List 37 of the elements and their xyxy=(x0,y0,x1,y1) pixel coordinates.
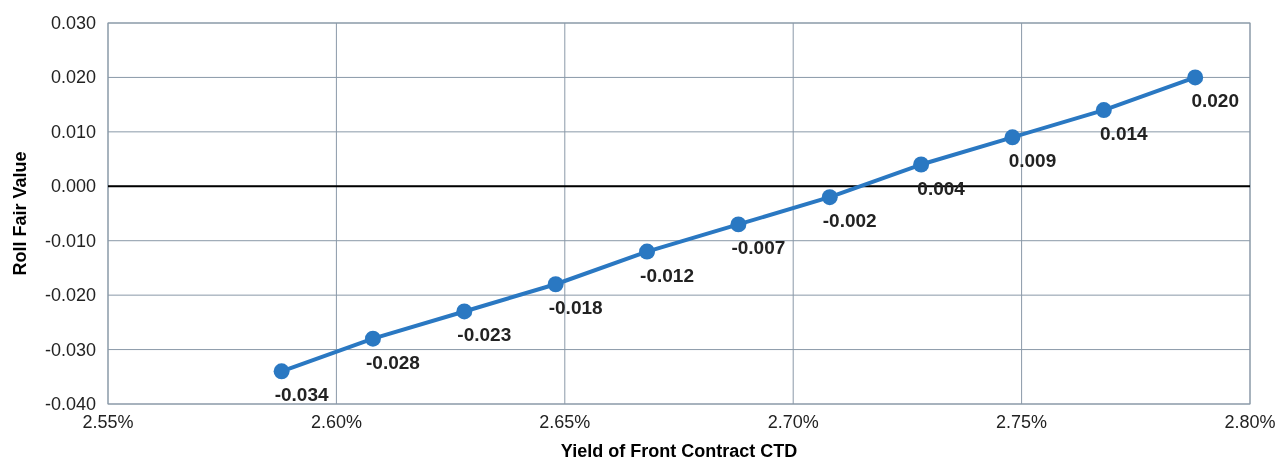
point xyxy=(730,216,747,233)
data-label: -0.023 xyxy=(457,324,512,346)
x-tick-label: 2.65% xyxy=(539,412,591,432)
data-label: -0.028 xyxy=(366,351,420,373)
data-label: -0.012 xyxy=(640,264,694,286)
y-tick-label: 0.010 xyxy=(50,121,96,142)
point xyxy=(1095,102,1112,119)
point xyxy=(821,189,838,206)
x-tick-label: 2.70% xyxy=(767,412,819,432)
x-tick-label: 2.60% xyxy=(310,412,362,432)
point xyxy=(364,330,381,347)
point xyxy=(456,303,473,320)
y-tick-label: -0.040 xyxy=(44,394,96,414)
y-tick-label: 0.020 xyxy=(50,67,96,88)
x-tick-label: 2.75% xyxy=(996,412,1048,432)
point xyxy=(913,156,930,173)
data-label: -0.002 xyxy=(822,210,877,232)
data-label: 0.009 xyxy=(1008,150,1057,172)
data-label: -0.007 xyxy=(731,237,786,259)
x-axis-title: Yield of Front Contract CTD xyxy=(560,441,798,461)
y-tick-label: -0.030 xyxy=(44,339,96,360)
data-label: -0.034 xyxy=(274,384,329,406)
data-label: 0.014 xyxy=(1100,123,1149,145)
data-label: -0.018 xyxy=(548,297,603,319)
point xyxy=(1004,129,1021,146)
y-tick-label: -0.020 xyxy=(44,285,96,306)
y-tick-label: -0.010 xyxy=(44,230,96,251)
point xyxy=(1187,69,1204,86)
y-axis-title: Roll Fair Value xyxy=(10,151,30,276)
y-tick-label: 0.030 xyxy=(50,13,96,33)
data-label: 0.020 xyxy=(1191,90,1239,112)
point xyxy=(547,276,564,293)
x-tick-label: 2.55% xyxy=(82,412,134,432)
y-tick-label: 0.000 xyxy=(50,176,96,197)
x-tick-label: 2.80% xyxy=(1224,412,1276,432)
point xyxy=(639,243,655,260)
point xyxy=(273,363,290,380)
